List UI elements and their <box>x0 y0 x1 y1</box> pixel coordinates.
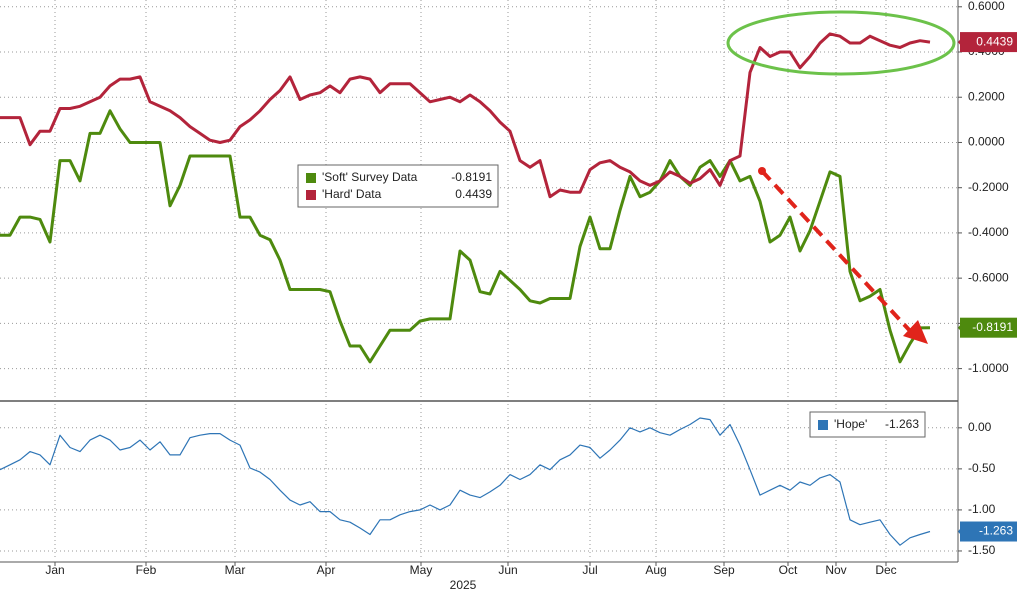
x-tick-label: Jan <box>45 563 64 577</box>
y-tick-label: -0.50 <box>968 461 996 475</box>
x-tick-label: Aug <box>645 563 666 577</box>
legend-label: 'Hope' <box>834 417 867 431</box>
value-tag-box <box>960 317 1017 338</box>
legend-label: 'Hard' Data <box>322 187 382 201</box>
x-tick-label: Oct <box>779 563 798 577</box>
value-tag: -0.8191 <box>972 320 1013 334</box>
legend-swatch <box>306 173 316 183</box>
y-tick-label: -0.4000 <box>968 225 1009 239</box>
value-tag-box <box>960 32 1017 53</box>
y-tick-label: -0.6000 <box>968 270 1009 284</box>
legend-box <box>297 164 499 208</box>
x-tick-label: Jul <box>582 563 597 577</box>
highlight-ellipse <box>726 10 956 76</box>
x-tick-label: Nov <box>825 563 846 577</box>
legend-swatch <box>306 190 316 200</box>
y-tick-label: -1.00 <box>968 502 996 516</box>
series-line <box>0 109 931 364</box>
legend-value: -1.263 <box>885 417 919 431</box>
legend-label: 'Soft' Survey Data <box>322 170 418 184</box>
trend-arrow-head <box>903 320 928 344</box>
value-tag-pointer <box>958 37 962 48</box>
x-tick-label: Apr <box>317 563 336 577</box>
value-tag: -1.263 <box>979 524 1013 538</box>
legend-swatch <box>818 420 828 430</box>
series-line <box>0 417 931 546</box>
y-tick-label: -1.50 <box>968 543 996 557</box>
legend-box <box>809 411 926 438</box>
legend-value: 0.4439 <box>455 187 492 201</box>
y-tick-label: 0.2000 <box>968 89 1005 103</box>
y-tick-label: 0.00 <box>968 420 992 434</box>
x-tick-label: Feb <box>136 563 157 577</box>
y-tick-label: -0.2000 <box>968 180 1009 194</box>
value-tag: 0.4439 <box>976 34 1013 48</box>
x-tick-label: Jun <box>498 563 517 577</box>
y-tick-label: -1.0000 <box>968 361 1009 375</box>
y-tick-label: 0.6000 <box>968 0 1005 13</box>
x-axis-label: 2025 <box>450 578 477 592</box>
value-tag-pointer <box>958 526 962 537</box>
legend-value: -0.8191 <box>451 170 492 184</box>
y-tick-label: 0.0000 <box>968 135 1005 149</box>
value-tag-box <box>960 521 1017 542</box>
value-tag-pointer <box>958 322 962 333</box>
x-tick-label: Mar <box>225 563 246 577</box>
x-tick-label: Dec <box>875 563 896 577</box>
x-tick-label: May <box>410 563 433 577</box>
series-line <box>0 32 931 199</box>
x-tick-label: Sep <box>713 563 735 577</box>
trend-arrow-start <box>758 167 766 175</box>
